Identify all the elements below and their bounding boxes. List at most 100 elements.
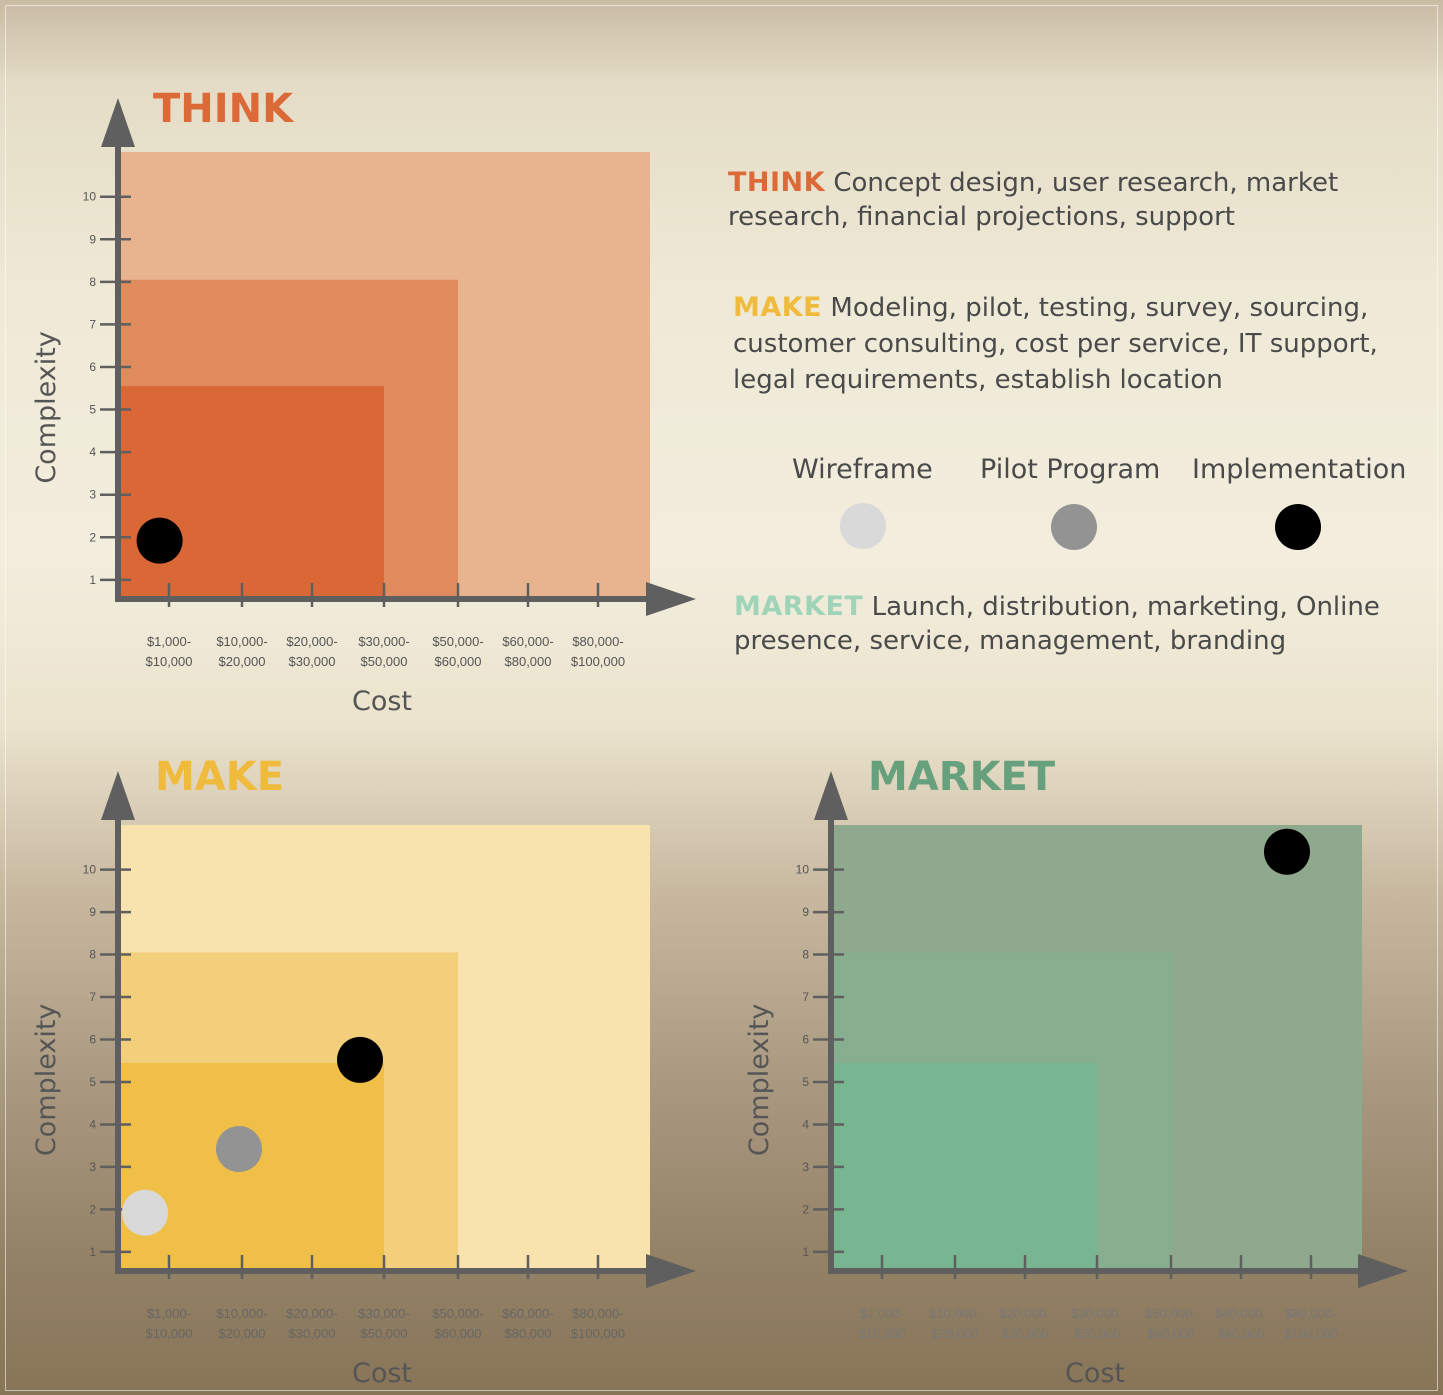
market-point-implementation: [1264, 828, 1310, 875]
think-x-tick-label-2-a: $10,000-: [216, 634, 267, 649]
think-x-axis-label: Cost: [352, 686, 412, 717]
make-y-axis-label: Complexity: [31, 1004, 62, 1157]
market-region-3: [831, 1062, 1097, 1271]
make-x-tick-label-2-b: $20,000: [219, 1326, 266, 1341]
market-x-tick-label-1-b: $10,000: [859, 1326, 906, 1341]
make-chart-title: MAKE: [155, 754, 284, 800]
market-x-tick-label-6-a: $60,000-: [1215, 1306, 1266, 1321]
make-y-tick-label-3: 3: [89, 1160, 96, 1174]
market-y-tick-label-9: 9: [802, 905, 809, 919]
make-point-implementation: [337, 1036, 383, 1083]
market-x-tick-label-5-b: $60,000: [1148, 1326, 1195, 1341]
market-x-axis-label: Cost: [1065, 1358, 1125, 1389]
think-y-tick-label-8: 8: [89, 275, 96, 289]
think-x-tick-label-7-b: $100,000: [571, 654, 625, 669]
make-y-tick-label-7: 7: [89, 990, 96, 1004]
think-x-tick-label-5-b: $60,000: [435, 654, 482, 669]
make-keyword: MAKE: [733, 292, 823, 323]
market-x-tick-label-3-a: $20,000-: [999, 1306, 1050, 1321]
market-description-text: Launch, distribution, marketing, Online …: [734, 592, 1380, 656]
think-y-axis-label: Complexity: [31, 331, 62, 484]
market-x-tick-label-4-b: $50,000: [1074, 1326, 1121, 1341]
market-y-tick-label-1: 1: [802, 1245, 809, 1259]
think-y-tick-label-7: 7: [89, 317, 96, 331]
think-x-tick-label-6-b: $80,000: [505, 654, 552, 669]
make-y-tick-label-4: 4: [89, 1117, 96, 1131]
make-x-tick-label-3-b: $30,000: [289, 1326, 336, 1341]
think-x-tick-label-3-a: $20,000-: [286, 634, 337, 649]
think-x-tick-label-3-b: $30,000: [289, 654, 336, 669]
make-x-tick-label-6-b: $80,000: [505, 1326, 552, 1341]
make-y-tick-label-1: 1: [89, 1245, 96, 1259]
think-y-tick-label-1: 1: [89, 573, 96, 587]
market-x-tick-label-5-a: $50,000-: [1145, 1306, 1196, 1321]
market-description: MARKET Launch, distribution, marketing, …: [734, 590, 1414, 658]
market-keyword: MARKET: [734, 591, 864, 622]
market-y-tick-label-2: 2: [802, 1202, 809, 1216]
make-x-tick-label-4-a: $30,000-: [358, 1306, 409, 1321]
think-x-tick-label-6-a: $60,000-: [502, 634, 553, 649]
legend-pilot-label: Pilot Program: [980, 454, 1161, 485]
make-point-pilot-program: [216, 1126, 262, 1173]
legend-pilot-dot: [1051, 504, 1097, 550]
make-x-tick-label-2-a: $10,000-: [216, 1306, 267, 1321]
legend-implementation-label: Implementation: [1192, 454, 1407, 485]
market-x-tick-label-6-b: $80,000: [1218, 1326, 1265, 1341]
market-y-axis-label: Complexity: [744, 1004, 775, 1157]
make-x-tick-label-7-b: $100,000: [571, 1326, 625, 1341]
market-x-tick-label-2-b: $20,000: [932, 1326, 979, 1341]
think-x-axis-arrow: [646, 582, 696, 616]
think-y-axis-arrow: [101, 98, 135, 147]
make-x-tick-label-7-a: $80,000-: [572, 1306, 623, 1321]
think-y-tick-label-4: 4: [89, 445, 96, 459]
think-keyword: THINK: [728, 167, 826, 198]
make-x-tick-label-1-b: $10,000: [146, 1326, 193, 1341]
market-x-tick-label-4-a: $30,000-: [1071, 1306, 1122, 1321]
market-x-tick-label-3-b: $30,000: [1002, 1326, 1049, 1341]
make-x-tick-label-4-b: $50,000: [361, 1326, 408, 1341]
market-x-tick-label-2-a: $10,000-: [929, 1306, 980, 1321]
market-x-axis-arrow: [1358, 1254, 1408, 1288]
think-region-3: [118, 386, 384, 599]
make-x-axis-arrow: [646, 1254, 696, 1288]
think-x-tick-label-1-b: $10,000: [146, 654, 193, 669]
think-x-tick-label-7-a: $80,000-: [572, 634, 623, 649]
make-y-tick-label-8: 8: [89, 948, 96, 962]
make-x-axis-label: Cost: [352, 1358, 412, 1389]
think-point-implementation: [136, 517, 183, 564]
legend-wireframe-dot: [840, 503, 886, 549]
market-y-tick-label-7: 7: [802, 990, 809, 1004]
market-y-tick-label-4: 4: [802, 1117, 809, 1131]
make-x-tick-label-6-a: $60,000-: [502, 1306, 553, 1321]
make-y-tick-label-9: 9: [89, 905, 96, 919]
market-y-tick-label-3: 3: [802, 1160, 809, 1174]
think-y-tick-label-3: 3: [89, 488, 96, 502]
think-x-tick-label-1-a: $1,000-: [147, 634, 191, 649]
market-x-tick-label-1-a: $1,000-: [860, 1306, 904, 1321]
market-y-tick-label-5: 5: [802, 1075, 809, 1089]
market-y-tick-label-10: 10: [796, 863, 810, 877]
think-x-tick-label-4-a: $30,000-: [358, 634, 409, 649]
market-chart-title: MARKET: [868, 754, 1056, 800]
market-y-tick-label-8: 8: [802, 948, 809, 962]
make-y-tick-label-6: 6: [89, 1033, 96, 1047]
make-y-tick-label-2: 2: [89, 1202, 96, 1216]
make-x-tick-label-5-b: $60,000: [435, 1326, 482, 1341]
think-chart-title: THINK: [153, 86, 295, 132]
think-x-tick-label-4-b: $50,000: [361, 654, 408, 669]
market-y-axis-arrow: [814, 771, 848, 820]
make-x-tick-label-5-a: $50,000-: [432, 1306, 483, 1321]
think-x-tick-label-2-b: $20,000: [219, 654, 266, 669]
think-y-tick-label-5: 5: [89, 403, 96, 417]
think-x-tick-label-5-a: $50,000-: [432, 634, 483, 649]
make-x-tick-label-3-a: $20,000-: [286, 1306, 337, 1321]
think-y-tick-label-10: 10: [83, 190, 97, 204]
legend-wireframe-label: Wireframe: [792, 454, 933, 485]
legend-implementation-dot: [1275, 504, 1321, 550]
think-description: THINK Concept design, user research, mar…: [728, 166, 1378, 234]
market-x-tick-label-7-b: $100,000: [1284, 1326, 1338, 1341]
make-description: MAKE Modeling, pilot, testing, survey, s…: [733, 290, 1398, 398]
market-y-tick-label-6: 6: [802, 1033, 809, 1047]
make-y-tick-label-5: 5: [89, 1075, 96, 1089]
